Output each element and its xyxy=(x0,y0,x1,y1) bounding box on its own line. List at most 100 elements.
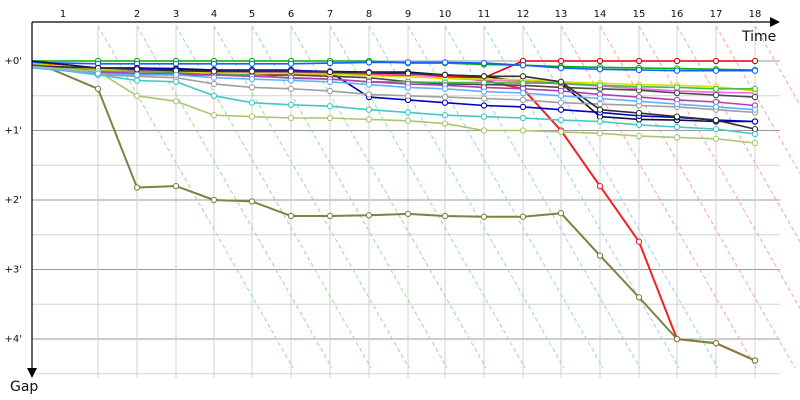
data-point xyxy=(480,88,488,95)
x-tick-labels: 1 2 3 4 5 6 7 8 9 10 11 12 13 14 15 16 17 18 xyxy=(60,9,762,20)
y-tick-label: +3' xyxy=(5,265,23,276)
data-point xyxy=(673,113,681,120)
x-tick-label: 10 xyxy=(439,9,452,20)
data-point xyxy=(712,91,720,99)
x-tick-label: 8 xyxy=(366,9,372,20)
data-point xyxy=(94,70,102,77)
data-point xyxy=(596,57,604,65)
y-tick-label: +2' xyxy=(5,195,23,206)
data-point xyxy=(480,73,488,80)
data-point xyxy=(365,91,373,98)
drop-line xyxy=(754,25,800,106)
data-point xyxy=(712,125,720,133)
data-point xyxy=(635,66,643,74)
data-point xyxy=(557,92,565,99)
data-point xyxy=(596,106,604,113)
x-tick-label: 13 xyxy=(555,9,568,20)
data-point xyxy=(712,67,720,74)
data-point xyxy=(404,92,412,99)
data-point xyxy=(635,294,643,301)
data-point xyxy=(673,335,681,343)
data-point xyxy=(248,60,256,67)
data-point xyxy=(596,182,604,190)
data-point xyxy=(557,78,565,85)
data-point xyxy=(248,198,256,205)
data-point xyxy=(480,102,488,109)
data-point xyxy=(441,93,449,101)
x-axis-title: Time xyxy=(741,29,776,45)
data-point xyxy=(133,77,141,84)
drop-line xyxy=(213,25,410,369)
data-point xyxy=(635,238,643,245)
series-lines xyxy=(31,60,756,362)
data-point xyxy=(248,68,256,75)
data-point xyxy=(751,130,759,138)
data-point xyxy=(172,182,180,190)
data-point xyxy=(248,99,256,106)
x-tick-label: 5 xyxy=(249,9,255,20)
data-point xyxy=(133,92,141,99)
data-point xyxy=(287,68,295,75)
data-point xyxy=(404,210,412,218)
x-tick-label: 3 xyxy=(173,9,179,20)
data-point xyxy=(519,96,527,104)
drop-line xyxy=(676,25,800,243)
data-point xyxy=(172,71,180,79)
data-point xyxy=(673,134,681,141)
data-point xyxy=(441,120,449,127)
data-point xyxy=(519,89,527,97)
data-point xyxy=(557,116,565,124)
y-tick-labels: +0' +1' +2' +3' +4' xyxy=(5,56,23,345)
y-tick-label: +4' xyxy=(5,334,23,345)
data-point xyxy=(751,93,759,101)
data-point xyxy=(441,71,449,79)
data-point xyxy=(326,114,334,122)
x-tick-label: 7 xyxy=(327,9,333,20)
data-point xyxy=(635,98,643,105)
drop-line xyxy=(599,25,796,369)
data-point xyxy=(248,113,256,120)
x-tick-label: 18 xyxy=(749,9,762,20)
data-point xyxy=(326,68,334,76)
data-point xyxy=(519,127,527,134)
data-point xyxy=(596,118,604,125)
data-point xyxy=(480,127,488,134)
data-point xyxy=(210,74,218,81)
data-point xyxy=(480,113,488,120)
data-point xyxy=(365,81,373,88)
data-point xyxy=(673,89,681,97)
data-point xyxy=(635,83,643,90)
data-point xyxy=(712,340,720,347)
data-point xyxy=(519,103,527,111)
data-point xyxy=(404,109,412,116)
data-point xyxy=(133,184,141,191)
data-point xyxy=(751,85,759,92)
data-point xyxy=(557,210,565,217)
data-point xyxy=(596,66,604,73)
data-point xyxy=(441,59,449,66)
x-tick-label: 4 xyxy=(211,9,217,20)
data-point xyxy=(287,85,295,92)
x-tick-label: 16 xyxy=(671,9,684,20)
data-point xyxy=(287,114,295,122)
x-tick-label: 9 xyxy=(405,9,411,20)
vertical-gridlines xyxy=(97,26,756,378)
data-point xyxy=(557,99,565,106)
data-point xyxy=(596,82,604,89)
data-point xyxy=(519,213,527,220)
data-point xyxy=(712,103,720,111)
y-tick-label: +0' xyxy=(5,56,23,67)
data-point xyxy=(557,106,565,113)
data-point xyxy=(519,73,527,80)
data-point xyxy=(326,78,334,85)
data-point xyxy=(210,68,218,75)
data-point xyxy=(596,95,604,102)
data-point xyxy=(751,67,759,74)
data-point xyxy=(673,100,681,108)
data-point xyxy=(133,71,141,79)
data-point xyxy=(635,109,643,117)
data-point xyxy=(404,70,412,77)
x-tick-label: 17 xyxy=(710,9,723,20)
axes xyxy=(27,17,780,378)
data-point xyxy=(210,196,218,204)
